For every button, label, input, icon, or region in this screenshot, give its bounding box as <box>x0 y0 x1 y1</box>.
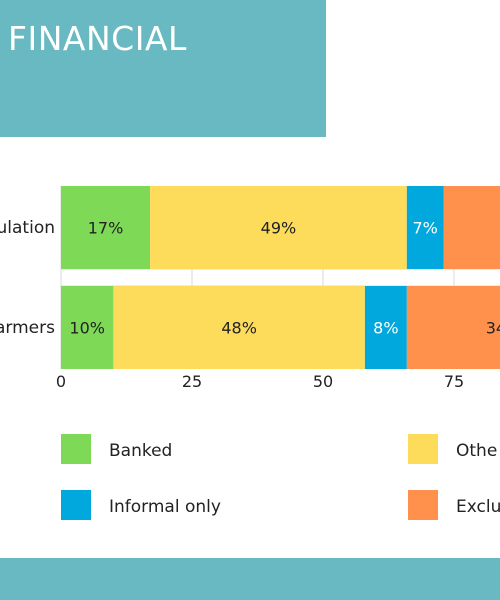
legend-swatch-excluded <box>408 490 438 520</box>
bar-informal-farmers <box>364 286 407 369</box>
bar-banked-farmers <box>61 286 114 369</box>
legend-swatch-other <box>408 434 438 464</box>
bar-banked-population <box>61 186 151 269</box>
data-label-informal-farmers: 8% <box>373 319 398 338</box>
legend-label-informal: Informal only <box>109 497 221 517</box>
x-tick-label-25: 25 <box>182 372 202 391</box>
data-label-informal-population: 7% <box>412 219 437 238</box>
data-label-banked-farmers: 10% <box>69 319 105 338</box>
x-tick-label-50: 50 <box>313 372 333 391</box>
bar-excluded-farmers <box>406 286 500 369</box>
x-tick-label-0: 0 <box>56 372 66 391</box>
legend-label-excluded: Exclu <box>456 497 500 517</box>
category-label-population: ulation <box>0 218 55 238</box>
bar-other-farmers <box>113 286 365 369</box>
bar-other-population <box>150 186 407 269</box>
page-title: FINANCIAL <box>8 19 187 58</box>
footer-band <box>0 558 500 600</box>
legend-label-banked: Banked <box>109 441 173 461</box>
x-tick-label-75: 75 <box>444 372 464 391</box>
legend-label-other: Othe <box>456 441 498 461</box>
legend-swatch-banked <box>61 434 91 464</box>
header-banner: FINANCIAL <box>0 0 326 137</box>
data-label-other-population: 49% <box>261 219 297 238</box>
bar-excluded-population <box>443 186 500 269</box>
data-label-excluded-farmers: 34 <box>486 319 500 338</box>
category-label-farmers: armers <box>0 318 55 338</box>
stacked-bar-chart: 17% 49% 7% ulation 10% 48% 8% 34 armers 0 25 50 75 <box>0 186 500 391</box>
data-label-other-farmers: 48% <box>221 319 257 338</box>
bar-informal-population <box>406 186 444 269</box>
legend-swatch-informal <box>61 490 91 520</box>
data-label-banked-population: 17% <box>88 219 124 238</box>
